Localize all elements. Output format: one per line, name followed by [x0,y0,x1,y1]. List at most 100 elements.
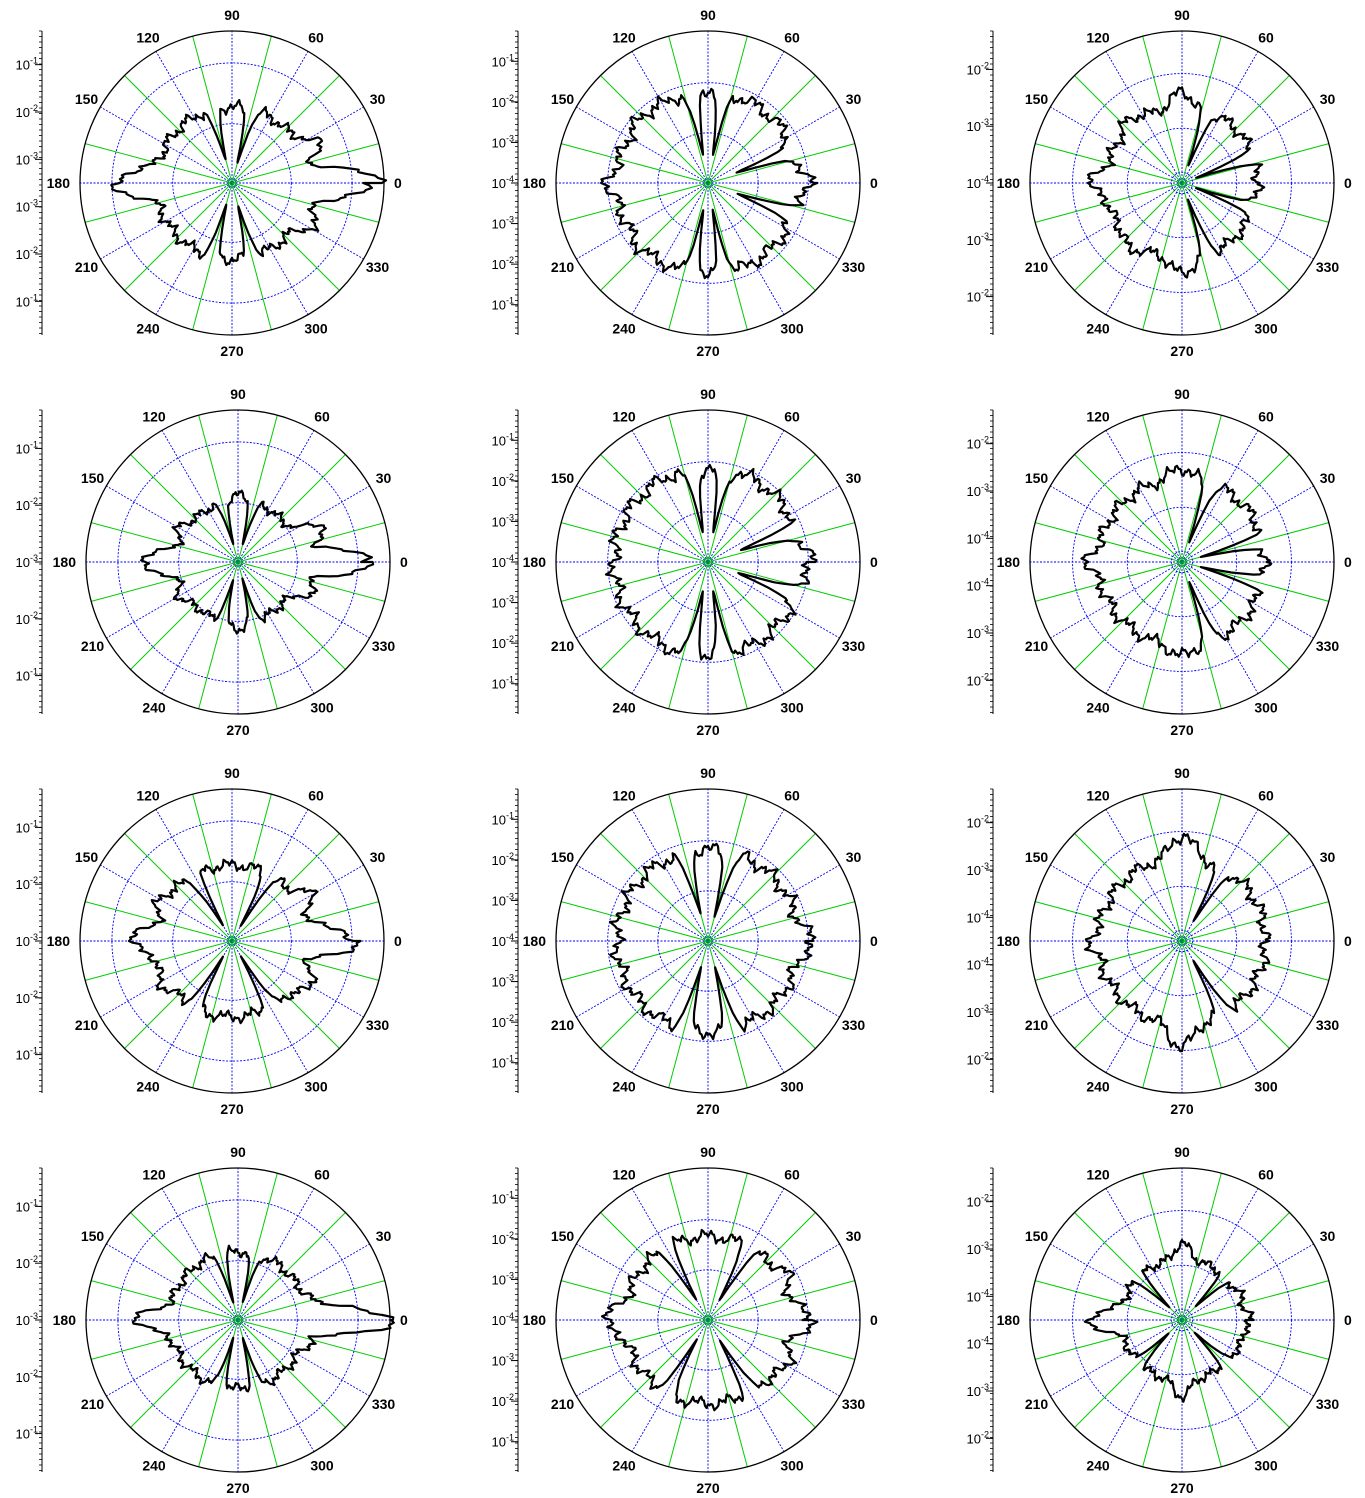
angle-label-240: 240 [136,320,160,336]
radial-tick-label: 10-3 [967,1382,989,1399]
spoke-30 [707,864,840,942]
spoke-210 [1050,182,1183,260]
spoke-330 [1181,561,1314,639]
angle-label-30: 30 [376,1228,392,1244]
angle-label-60: 60 [1258,788,1274,804]
spoke-315 [231,182,340,291]
angle-label-210: 210 [81,638,105,654]
spoke-15 [1181,143,1329,184]
angle-label-30: 30 [1320,849,1336,865]
radial-tick-label: 10-3 [967,117,989,134]
angle-label-0: 0 [1344,554,1352,570]
spoke-315 [237,561,346,670]
angle-label-270: 270 [696,1101,720,1117]
radial-tick-label: 10-2 [492,1230,514,1247]
spoke-165 [91,522,239,563]
spoke-195 [1035,1319,1183,1360]
radial-tick-label: 10-3 [492,1270,514,1287]
spoke-225 [600,940,709,1049]
angle-label-300: 300 [310,699,334,715]
spoke-150 [576,106,709,184]
angle-label-210: 210 [75,259,99,275]
radial-tick-label: 10-3 [492,1352,514,1369]
angle-label-0: 0 [870,175,878,191]
spoke-105 [192,36,233,184]
angle-label-300: 300 [780,1078,804,1094]
p-r1c3: 0 30 60 90 120 150 180 210 240 270 300 330 10-2 10-3 1… [967,7,1352,359]
angle-label-270: 270 [1170,1480,1194,1496]
angle-label-60: 60 [314,409,330,425]
spoke-300 [707,940,785,1073]
spoke-315 [231,940,340,1049]
radial-tick-label: 10-2 [16,103,38,120]
angle-label-0: 0 [870,933,878,949]
angle-label-270: 270 [696,1480,720,1496]
angle-label-30: 30 [846,91,862,107]
radial-tick-label: 10-1 [16,439,38,456]
radial-tick-label: 10-4 [967,529,989,546]
spoke-15 [231,901,379,942]
spoke-240 [161,561,239,694]
spoke-15 [231,143,379,184]
spoke-30 [1181,106,1314,184]
spoke-315 [707,940,816,1049]
spoke-195 [561,561,709,602]
angle-label-180: 180 [47,933,71,949]
pattern-trace [110,99,388,267]
angle-label-0: 0 [870,554,878,570]
spoke-135 [124,833,233,942]
spoke-75 [1181,794,1222,942]
angle-label-90: 90 [1174,7,1190,23]
spoke-255 [1142,1319,1183,1467]
radial-tick-label: 10-2 [16,875,38,892]
ring-1 [1126,127,1238,239]
angle-label-60: 60 [784,409,800,425]
spoke-105 [192,794,233,942]
radial-tick-label: 10-4 [967,577,989,594]
angle-label-180: 180 [523,933,547,949]
angle-label-0: 0 [400,1312,408,1328]
spoke-330 [231,182,364,260]
spoke-330 [1181,182,1314,260]
angle-label-210: 210 [75,1017,99,1033]
spoke-15 [1181,901,1329,942]
angle-label-0: 0 [1344,933,1352,949]
spoke-330 [237,561,370,639]
angle-label-330: 330 [372,1396,396,1412]
angle-label-300: 300 [1254,320,1278,336]
radial-tick-label: 10-3 [492,891,514,908]
spoke-315 [1181,940,1290,1049]
angle-label-300: 300 [780,320,804,336]
spoke-330 [707,561,840,639]
spoke-135 [124,75,233,184]
spoke-135 [600,75,709,184]
radial-tick-label: 10-1 [16,818,38,835]
spoke-165 [1035,1280,1183,1321]
radial-tick-label: 10-4 [492,932,514,949]
angle-label-240: 240 [612,1078,636,1094]
radial-tick-label: 10-4 [967,174,989,191]
spoke-60 [1181,51,1259,184]
angle-label-300: 300 [1254,1457,1278,1473]
angle-label-30: 30 [846,1228,862,1244]
radial-tick-label: 10-4 [492,1311,514,1328]
angle-label-180: 180 [523,554,547,570]
spoke-195 [1035,182,1183,223]
angle-label-210: 210 [551,638,575,654]
radial-tick-label: 10-4 [967,1287,989,1304]
angle-label-30: 30 [846,849,862,865]
spoke-30 [1181,1243,1314,1321]
angle-label-90: 90 [1174,765,1190,781]
radial-tick-label: 10-1 [492,675,514,692]
angle-label-90: 90 [700,765,716,781]
radial-tick-label: 10-1 [492,1189,514,1206]
angle-label-150: 150 [81,1228,105,1244]
radial-tick-label: 10-3 [16,150,38,167]
angle-label-0: 0 [870,1312,878,1328]
p-r4c1: 0 30 60 90 120 150 180 210 240 270 300 330 10-1 10-2 1… [16,1144,408,1496]
spoke-120 [1105,1188,1183,1321]
pattern-trace [600,87,819,280]
spoke-45 [231,75,340,184]
radial-tick-label: 10-3 [16,932,38,949]
spoke-30 [707,1243,840,1321]
